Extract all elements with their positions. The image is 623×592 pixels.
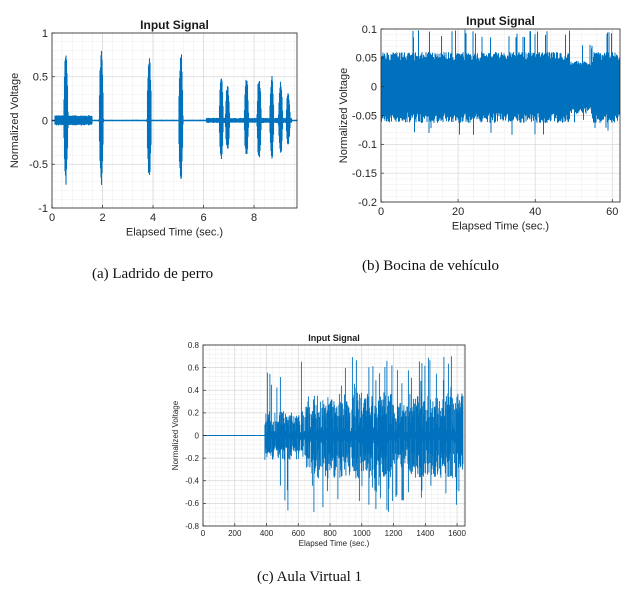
x-tick-label: 1600 — [448, 529, 466, 538]
chart-title: Input Signal — [308, 333, 360, 343]
y-tick-label: -0.8 — [185, 522, 199, 531]
x-tick-label: 0 — [49, 212, 55, 224]
y-tick-label: -0.2 — [358, 197, 377, 209]
y-tick-label: -0.1 — [358, 139, 377, 151]
x-tick-label: 400 — [260, 529, 274, 538]
y-tick-label: -0.5 — [29, 159, 48, 171]
y-tick-label: 0.2 — [188, 409, 200, 418]
x-tick-label: 60 — [606, 206, 618, 218]
x-tick-label: 600 — [292, 529, 306, 538]
y-tick-label: 0.05 — [356, 53, 377, 65]
y-tick-label: -0.6 — [185, 499, 199, 508]
x-tick-label: 0 — [378, 206, 384, 218]
x-tick-label: 800 — [323, 529, 337, 538]
x-tick-label: 200 — [228, 529, 242, 538]
x-axis-label: Elapsed Time (sec.) — [452, 220, 549, 232]
y-tick-label: -0.2 — [185, 454, 199, 463]
x-tick-label: 4 — [150, 212, 156, 224]
y-tick-label: -0.4 — [185, 477, 199, 486]
y-tick-label: 0.5 — [33, 72, 48, 84]
y-tick-label: -0.15 — [352, 168, 377, 180]
y-tick-label: 0.1 — [362, 24, 377, 36]
y-tick-label: -1 — [38, 203, 48, 215]
y-tick-label: 0.8 — [188, 341, 200, 350]
y-tick-label: 0 — [195, 431, 200, 440]
x-axis-label: Elapsed Time (sec.) — [126, 226, 223, 238]
chart-title: Input Signal — [140, 18, 209, 32]
y-tick-label: 0.4 — [188, 386, 200, 395]
y-tick-label: 0 — [371, 82, 377, 94]
x-tick-label: 1200 — [385, 529, 403, 538]
x-tick-label: 40 — [529, 206, 541, 218]
y-axis-label: Normalized Voltage — [9, 73, 21, 168]
x-tick-label: 6 — [200, 212, 206, 224]
y-tick-label: 0 — [42, 115, 48, 127]
x-axis-label: Elapsed Time (sec.) — [299, 539, 370, 548]
chart-a: 0 2 4 6 8 -1 -0.5 0 0.5 1 Input Signal Elapsed Time… — [9, 18, 298, 238]
caption-b: (b) Bocina de vehículo — [362, 258, 500, 274]
signal-line — [264, 356, 464, 512]
y-tick-label: 1 — [42, 28, 48, 40]
x-tick-label: 1000 — [353, 529, 371, 538]
y-axis-label: Normalized Voltage — [171, 400, 180, 470]
y-axis-label: Normalized Voltage — [338, 68, 350, 163]
chart-title: Input Signal — [466, 14, 535, 28]
caption-c: (c) Aula Virtual 1 — [257, 569, 363, 585]
caption-a: (a) Ladrido de perro — [92, 266, 214, 282]
x-tick-label: 0 — [201, 529, 206, 538]
signal-line — [381, 29, 620, 135]
x-tick-label: 2 — [99, 212, 105, 224]
chart-b: 0 20 40 60 -0.2 -0.15 -0.1 -0.05 0 0.05 0.1 Input S… — [338, 14, 621, 232]
x-tick-label: 8 — [251, 212, 257, 224]
x-tick-label: 1400 — [416, 529, 434, 538]
chart-c: 0 200 400 600 800 1000 1200 1400 1600 -0.8 -0.6 -0.… — [171, 333, 466, 548]
y-tick-label: -0.05 — [352, 110, 377, 122]
x-tick-label: 20 — [452, 206, 464, 218]
y-tick-label: 0.6 — [188, 363, 200, 372]
